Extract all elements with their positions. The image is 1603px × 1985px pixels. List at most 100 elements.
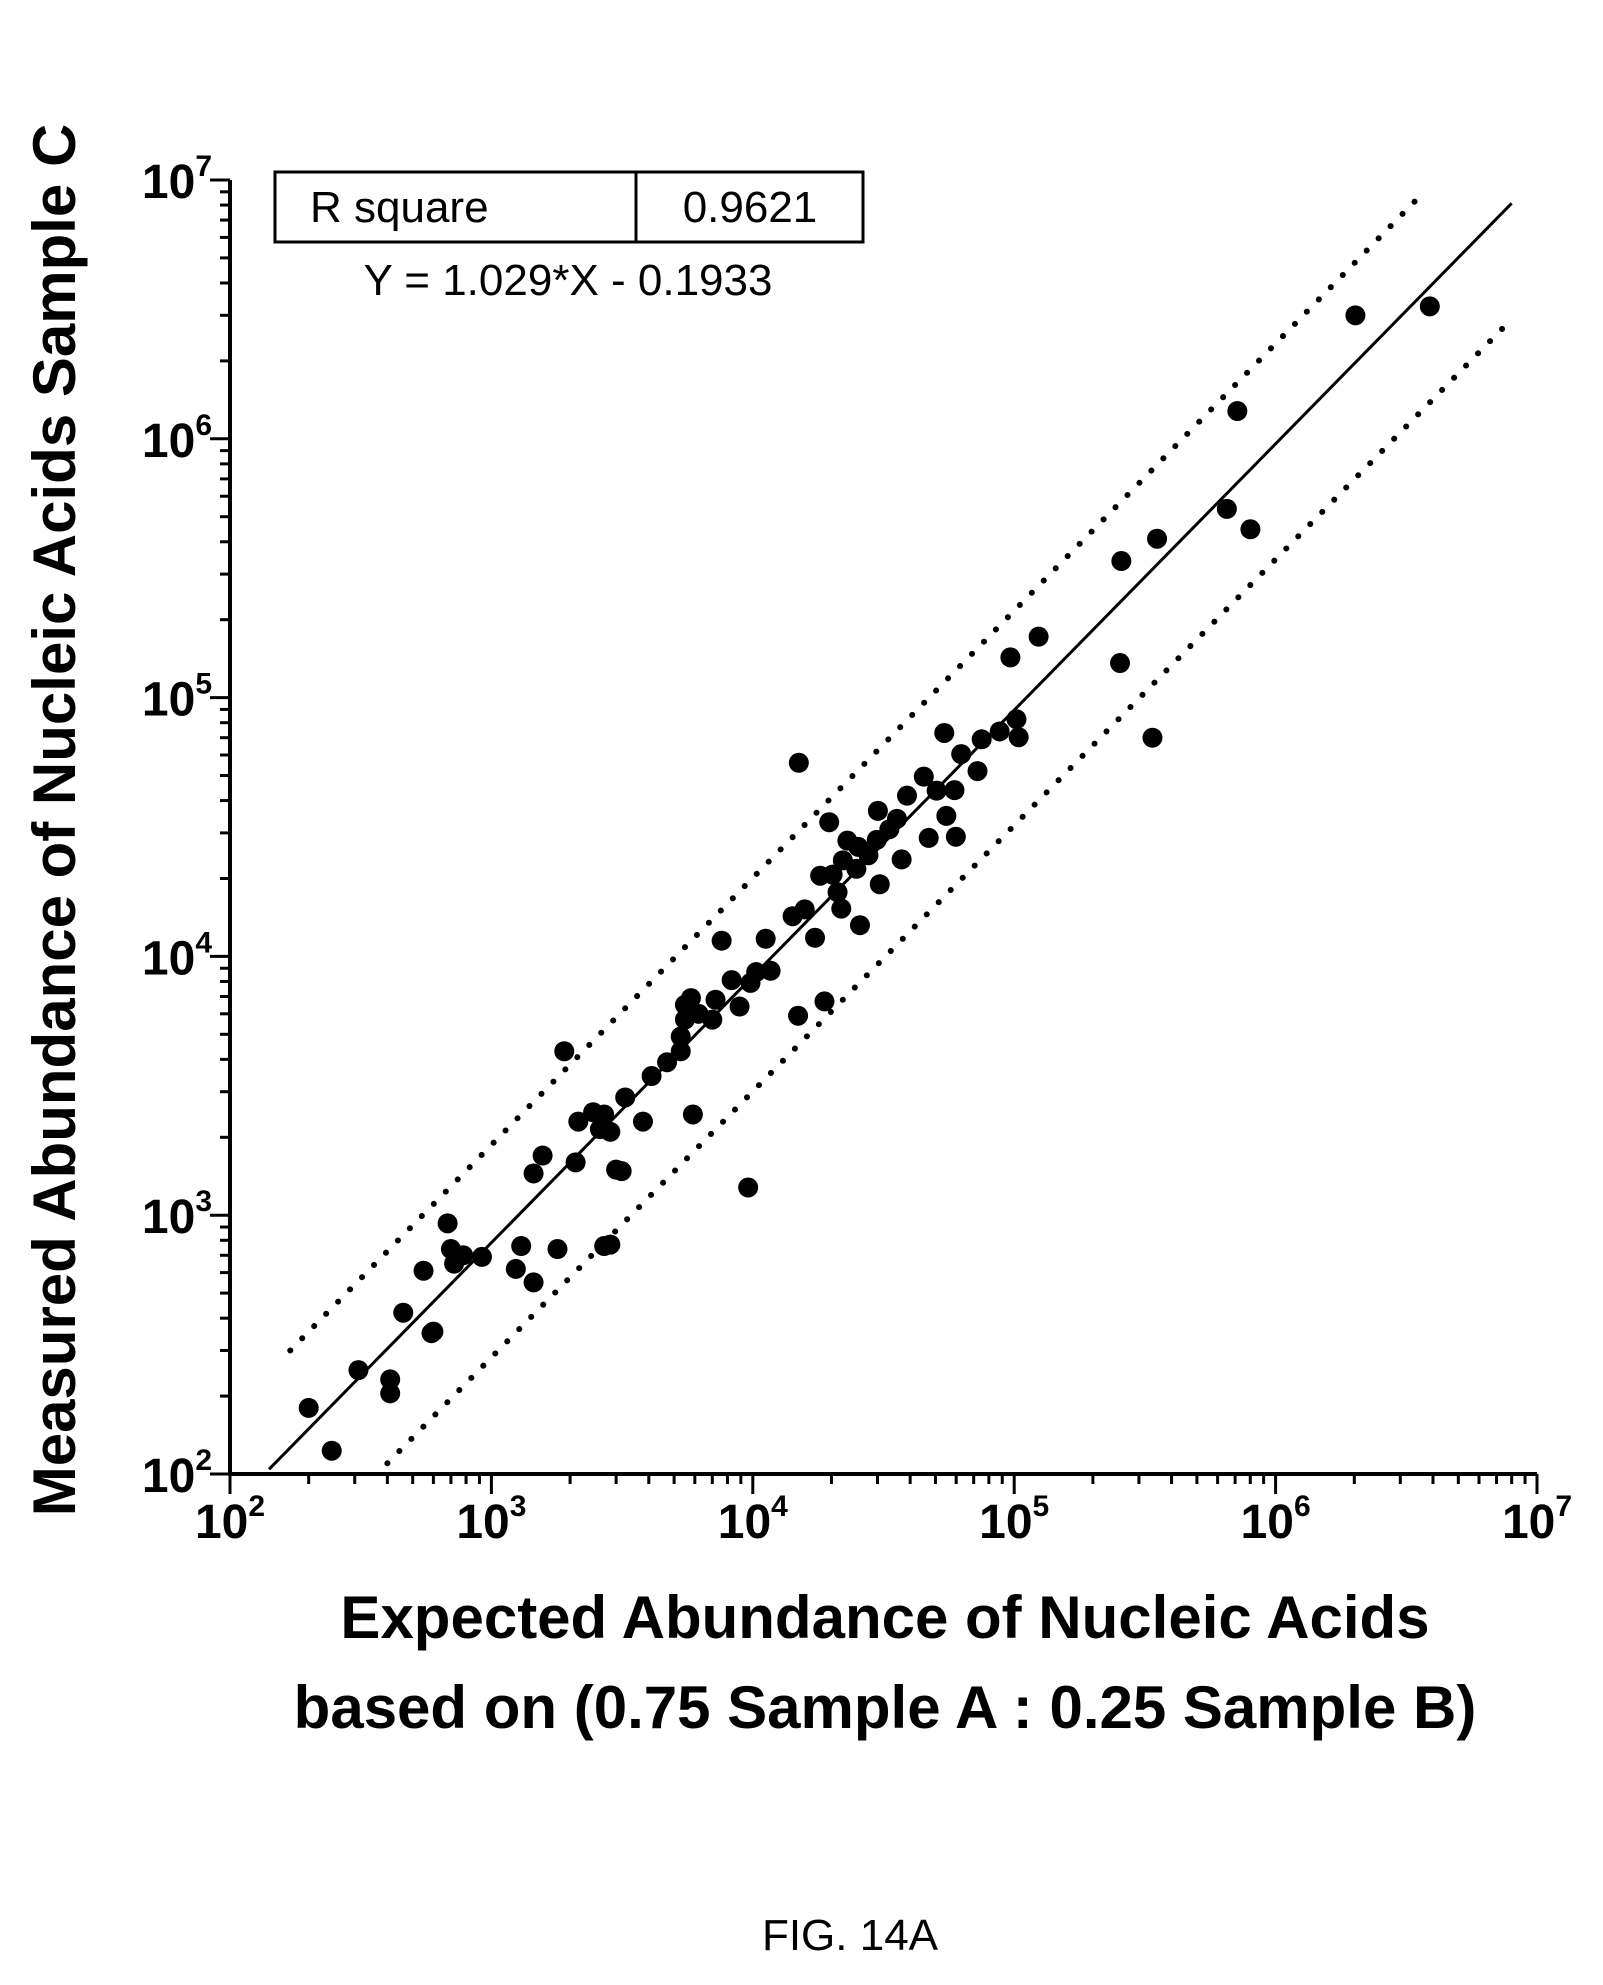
x-tick-label: 103 — [456, 1490, 526, 1549]
data-point — [934, 722, 955, 743]
data-point — [437, 1213, 458, 1234]
upper-prediction-band — [287, 188, 1428, 1354]
data-point — [788, 752, 809, 773]
data-point — [827, 882, 848, 903]
x-tick-label: 107 — [1502, 1490, 1572, 1549]
data-point — [657, 1052, 678, 1073]
data-point — [891, 849, 912, 870]
data-point — [1240, 519, 1261, 540]
x-tick-label: 104 — [718, 1490, 788, 1549]
data-point — [600, 1234, 621, 1255]
data-point — [944, 780, 965, 801]
y-tick-label: 102 — [142, 1444, 212, 1503]
data-point — [632, 1111, 653, 1132]
data-point — [453, 1245, 474, 1266]
data-point — [393, 1302, 414, 1323]
data-point — [682, 1104, 703, 1125]
data-point — [1216, 498, 1237, 519]
figure-caption: FIG. 14A — [762, 1911, 939, 1960]
data-point — [1147, 528, 1168, 549]
data-point — [565, 1152, 586, 1173]
data-point — [554, 1041, 575, 1062]
data-point — [814, 991, 835, 1012]
data-point — [849, 915, 870, 936]
data-point — [819, 812, 840, 833]
data-point — [967, 761, 988, 782]
y-tick-label: 105 — [142, 668, 212, 727]
data-point — [615, 1087, 636, 1108]
data-point — [594, 1104, 615, 1125]
data-point — [794, 899, 815, 920]
data-point — [1345, 305, 1366, 326]
x-axis-title-line2: based on (0.75 Sample A : 0.25 Sample B) — [294, 1674, 1477, 1741]
data-point — [913, 766, 934, 787]
data-point — [846, 858, 867, 879]
stats-box: R square 0.9621 — [273, 170, 865, 244]
data-point — [421, 1323, 442, 1344]
data-point — [1142, 727, 1163, 748]
data-point — [611, 1161, 632, 1182]
data-point — [1227, 401, 1248, 422]
plot-area: 102 103 104 105 106 107 102 103 104 105 106 107 — [142, 150, 1572, 1549]
x-axis-title-line1: Expected Abundance of Nucleic Acids — [340, 1584, 1429, 1651]
data-point — [945, 826, 966, 847]
x-tick-label: 102 — [195, 1490, 265, 1549]
data-point — [348, 1360, 369, 1381]
data-point — [936, 805, 957, 826]
fit-equation: Y = 1.029*X - 0.1933 — [364, 256, 773, 305]
data-point — [1008, 727, 1029, 748]
data-point — [1419, 296, 1440, 317]
data-point — [711, 930, 732, 951]
data-point — [680, 988, 701, 1009]
data-point — [705, 989, 726, 1010]
data-point — [413, 1260, 434, 1281]
data-point — [867, 800, 888, 821]
data-point — [831, 898, 852, 919]
data-point — [760, 960, 781, 981]
data-point — [918, 827, 939, 848]
x-tick-label: 106 — [1241, 1490, 1311, 1549]
data-point — [1111, 551, 1132, 572]
data-point — [505, 1258, 526, 1279]
data-point — [670, 1026, 691, 1047]
data-point — [523, 1272, 544, 1293]
data-point — [746, 962, 767, 983]
y-tick-label: 106 — [142, 409, 212, 468]
data-point — [951, 744, 972, 765]
data-point — [568, 1111, 589, 1132]
data-point — [547, 1239, 568, 1260]
data-point — [670, 1041, 691, 1062]
data-point — [532, 1145, 553, 1166]
data-point — [989, 721, 1010, 742]
data-point — [471, 1246, 492, 1267]
data-point — [971, 729, 992, 750]
data-point — [380, 1383, 401, 1404]
lower-prediction-band — [384, 316, 1515, 1467]
data-point — [1006, 709, 1027, 730]
data-point — [729, 996, 750, 1017]
data-point — [321, 1440, 342, 1461]
data-point — [1028, 626, 1049, 647]
x-tick-label: 105 — [979, 1490, 1049, 1549]
y-axis-title: Measured Abundance of Nucleic Acids Samp… — [21, 124, 88, 1517]
data-point — [822, 864, 843, 885]
data-point — [805, 927, 826, 948]
data-point — [926, 780, 947, 801]
y-tick-label: 107 — [142, 150, 212, 209]
r-square-value: 0.9621 — [683, 183, 818, 232]
data-point — [1110, 653, 1131, 674]
data-point — [641, 1066, 662, 1087]
data-point — [721, 970, 742, 991]
data-point — [600, 1121, 621, 1142]
data-point — [380, 1369, 401, 1390]
y-tick-label: 104 — [142, 926, 212, 985]
data-point — [869, 874, 890, 895]
data-point — [886, 808, 907, 829]
data-point — [702, 1009, 723, 1030]
data-point — [1000, 647, 1021, 668]
r-square-label: R square — [310, 183, 489, 232]
data-point — [511, 1236, 532, 1257]
data-point — [788, 1005, 809, 1026]
data-point — [738, 1177, 759, 1198]
